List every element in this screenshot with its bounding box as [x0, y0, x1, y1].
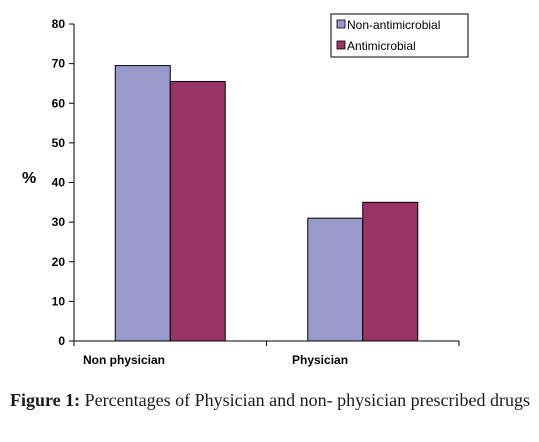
- category-label: Non physician: [83, 353, 165, 367]
- y-tick-label: 30: [52, 215, 66, 229]
- category-labels: Non physician Physician: [83, 353, 348, 367]
- figure-caption: Figure 1: Percentages of Physician and n…: [10, 386, 535, 414]
- caption-label: Figure 1:: [10, 390, 81, 410]
- bar-antimicrobial-non-physician: [169, 80, 226, 342]
- y-tick-label: 20: [52, 255, 66, 269]
- legend-swatch-non-antimicrobial: [336, 19, 346, 29]
- bar-non-antimicrobial-non-physician: [114, 65, 171, 342]
- legend-box: [330, 13, 469, 58]
- category-label: Physician: [292, 353, 348, 367]
- bar-chart: % 0 10 20 30 40 50 60 70 80 Non physician Physici…: [22, 13, 469, 367]
- y-tick-label: 10: [52, 294, 66, 308]
- y-tick-label: 60: [52, 96, 66, 110]
- bar-antimicrobial-physician: [362, 201, 419, 342]
- legend-swatch-antimicrobial: [336, 40, 346, 50]
- bar-non-antimicrobial-physician: [307, 217, 364, 342]
- caption-text: Percentages of Physician and non- physic…: [80, 390, 531, 410]
- y-tick-label: 0: [58, 334, 65, 348]
- y-tick-label: 40: [52, 176, 66, 190]
- legend-label-non-antimicrobial: Non-antimicrobial: [347, 18, 440, 32]
- x-axis-ticks: [73, 341, 460, 346]
- bars: [114, 65, 419, 342]
- legend-label-antimicrobial: Antimicrobial: [347, 39, 416, 53]
- y-tick-label: 80: [52, 17, 66, 31]
- y-axis-label: %: [22, 170, 36, 187]
- y-tick-label: 50: [52, 136, 66, 150]
- legend: Non-antimicrobial Antimicrobial: [330, 13, 469, 58]
- y-axis-ticks: 0 10 20 30 40 50 60 70 80: [52, 17, 74, 348]
- y-tick-label: 70: [52, 57, 66, 71]
